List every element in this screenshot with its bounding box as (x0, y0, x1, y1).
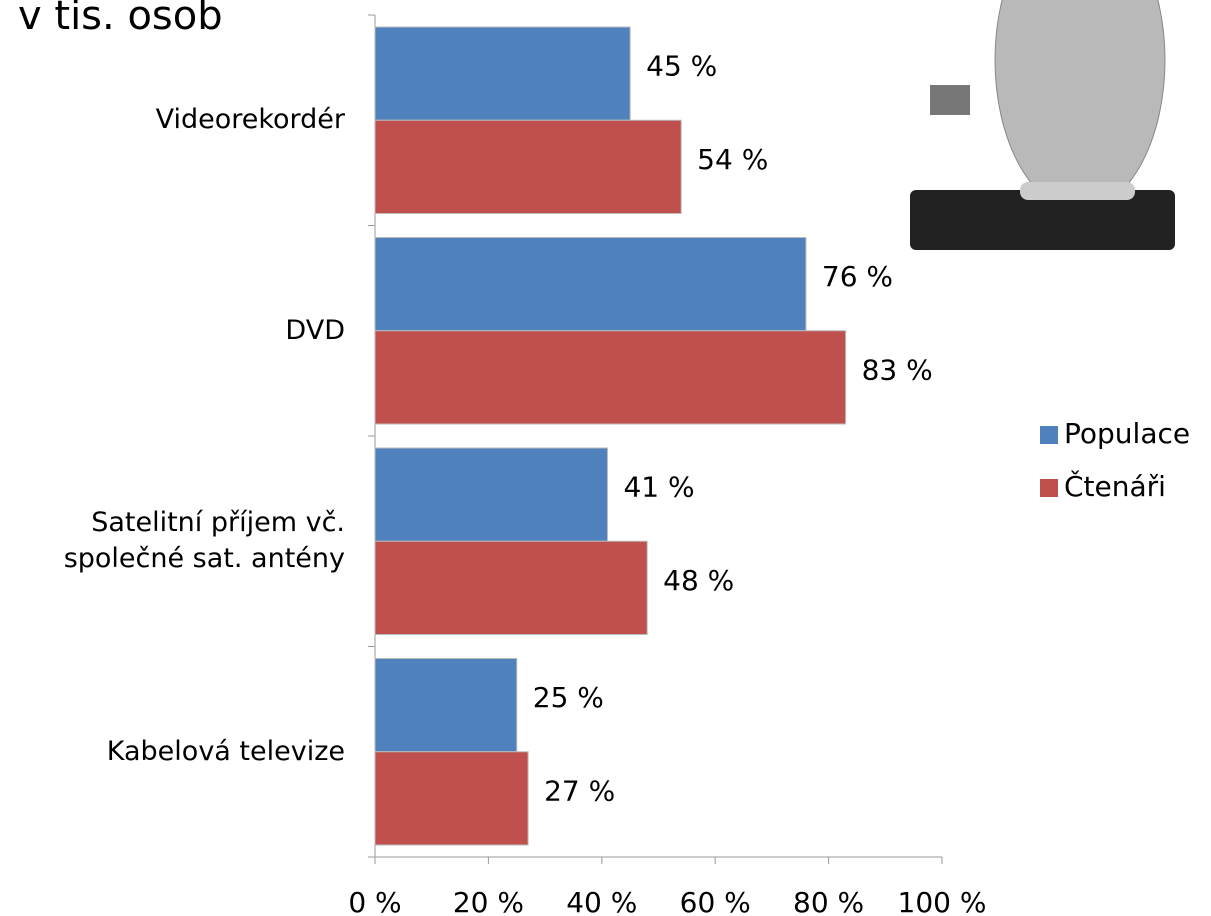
legend-label: Populace (1064, 417, 1190, 450)
value-label: 27 % (544, 774, 615, 807)
category-label: Satelitní příjem vč. společné sat. antén… (63, 507, 345, 575)
x-tick-label: 0 % (348, 886, 401, 916)
value-label: 76 % (822, 260, 893, 293)
chart-title: v tis. osob (18, 0, 223, 39)
satellite-image (910, 0, 1175, 250)
value-label: 41 % (623, 471, 694, 504)
bar (374, 751, 529, 846)
bar (374, 447, 608, 542)
bar (374, 540, 648, 635)
x-tick-label: 100 % (898, 886, 987, 916)
bar (374, 658, 518, 753)
category-label: DVD (285, 314, 345, 346)
value-label: 48 % (663, 564, 734, 597)
value-label: 45 % (646, 50, 717, 83)
x-tick-label: 60 % (680, 886, 751, 916)
category-label: Kabelová televize (106, 735, 345, 767)
x-tick-label: 40 % (566, 886, 637, 916)
category-label: Videorekordér (155, 104, 345, 136)
value-label: 25 % (533, 681, 604, 714)
value-label: 54 % (697, 143, 768, 176)
x-tick-label: 80 % (793, 886, 864, 916)
bar (374, 237, 807, 332)
legend-swatch (1040, 426, 1058, 444)
legend-swatch (1040, 479, 1058, 497)
bar (374, 330, 847, 425)
bar (374, 119, 682, 214)
x-tick-label: 20 % (453, 886, 524, 916)
value-label: 83 % (862, 353, 933, 386)
bar (374, 26, 631, 121)
legend-label: Čtenáři (1064, 469, 1166, 503)
